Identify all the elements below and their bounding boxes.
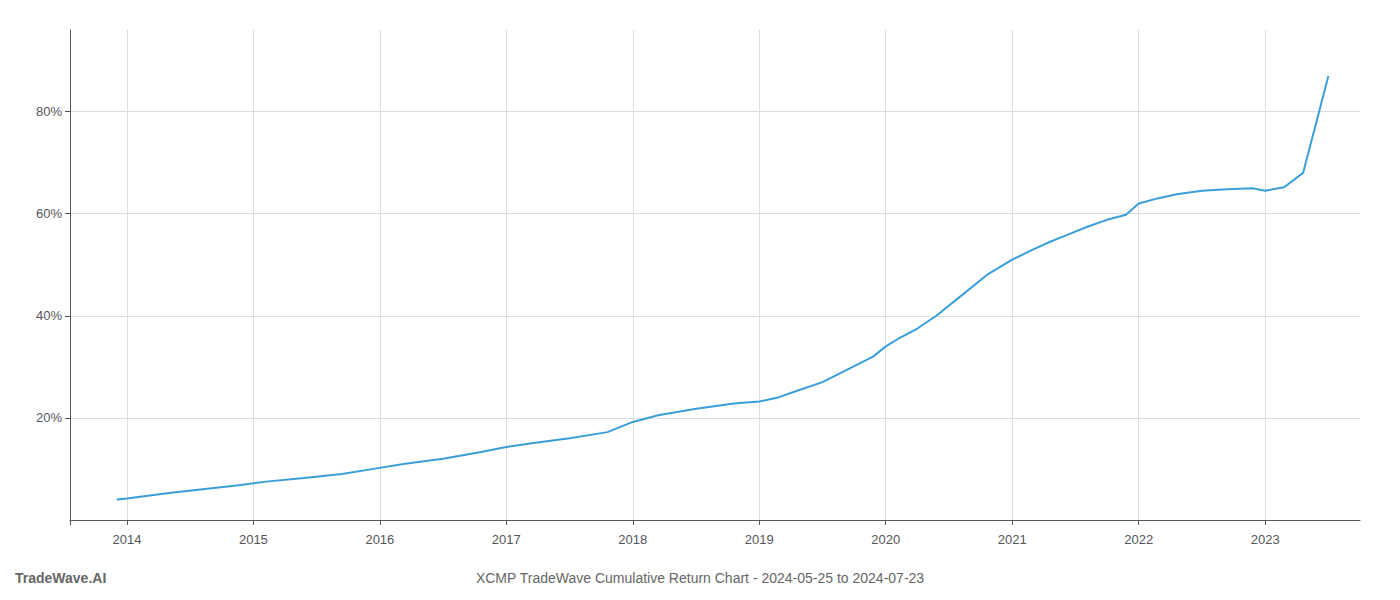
svg-text:2019: 2019 xyxy=(745,532,774,547)
svg-text:2014: 2014 xyxy=(112,532,141,547)
svg-text:2016: 2016 xyxy=(365,532,394,547)
svg-text:2020: 2020 xyxy=(871,532,900,547)
svg-text:2023: 2023 xyxy=(1251,532,1280,547)
svg-text:2021: 2021 xyxy=(998,532,1027,547)
svg-text:2017: 2017 xyxy=(492,532,521,547)
svg-text:60%: 60% xyxy=(36,206,62,221)
svg-text:2018: 2018 xyxy=(618,532,647,547)
svg-text:TradeWave.AI: TradeWave.AI xyxy=(15,570,106,586)
svg-text:2015: 2015 xyxy=(239,532,268,547)
svg-text:2022: 2022 xyxy=(1124,532,1153,547)
svg-text:80%: 80% xyxy=(36,104,62,119)
svg-text:XCMP TradeWave Cumulative Retu: XCMP TradeWave Cumulative Return Chart -… xyxy=(476,570,924,586)
svg-text:40%: 40% xyxy=(36,308,62,323)
svg-text:20%: 20% xyxy=(36,410,62,425)
